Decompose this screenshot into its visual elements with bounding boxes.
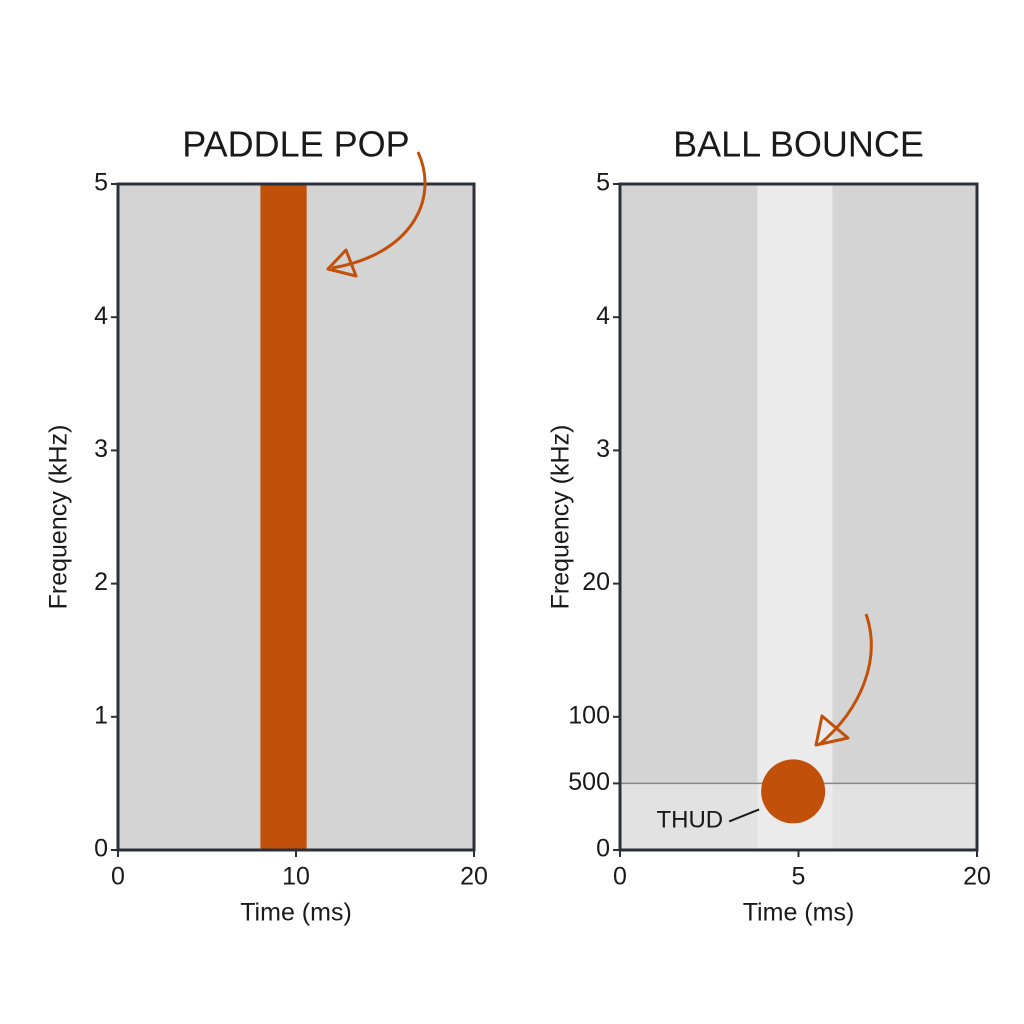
y-tick-label: 5 xyxy=(94,169,108,197)
charts: 0 1 2 3 4 5 0 10 20 PADDLE POP Time (ms) Frequency … xyxy=(45,124,991,927)
y-tick-label: 0 xyxy=(596,835,610,863)
band xyxy=(757,184,833,850)
x-tick-label: 0 xyxy=(111,863,125,891)
arrow-head xyxy=(326,248,358,278)
point xyxy=(761,759,826,824)
x-tick-label: 20 xyxy=(963,863,991,891)
annotation-line xyxy=(728,808,760,823)
y-axis-label: Frequency (kHz) xyxy=(45,425,73,610)
arrow-head xyxy=(814,714,850,747)
y-tick-label: 100 xyxy=(568,701,610,729)
arrow xyxy=(819,613,873,746)
chart-title: PADDLE POP xyxy=(182,124,409,165)
y-tick-label: 3 xyxy=(596,435,610,463)
x-tick-label: 10 xyxy=(282,863,310,891)
x-tick-label: 0 xyxy=(613,863,627,891)
x-tick-label: 20 xyxy=(460,863,488,891)
y-tick-label: 20 xyxy=(582,568,610,596)
y-tick-label: 4 xyxy=(94,302,108,330)
y-tick-label: 2 xyxy=(94,568,108,596)
band xyxy=(260,184,307,850)
y-tick-label: 4 xyxy=(596,302,610,330)
x-axis-label: Time (ms) xyxy=(240,899,352,927)
chart-title: BALL BOUNCE xyxy=(673,124,924,165)
arrow xyxy=(331,151,427,270)
y-tick-label: 500 xyxy=(568,768,610,796)
y-tick-label: 0 xyxy=(94,835,108,863)
x-tick-label: 5 xyxy=(792,863,806,891)
annotation: THUD xyxy=(656,807,723,834)
y-tick-label: 1 xyxy=(94,701,108,729)
x-axis-label: Time (ms) xyxy=(743,899,855,927)
y-tick-label: 3 xyxy=(94,435,108,463)
y-axis-label: Frequency (kHz) xyxy=(547,425,575,610)
y-tick-label: 5 xyxy=(596,169,610,197)
